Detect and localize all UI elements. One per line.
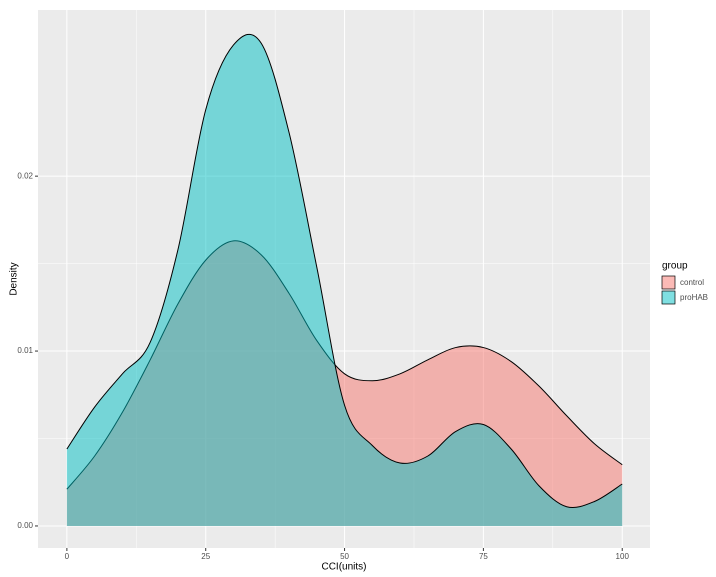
y-tick-label: 0.01 (17, 346, 33, 355)
y-tick-label: 0.00 (17, 521, 33, 530)
x-tick-label: 75 (479, 552, 488, 561)
density-line (66, 33, 623, 509)
x-tick-label: 50 (340, 552, 349, 561)
x-tick-label: 0 (65, 552, 70, 561)
y-axis-title: Density (9, 262, 20, 295)
x-tick-label: 25 (201, 552, 210, 561)
y-tick-label: 0.02 (17, 171, 33, 180)
x-tick-label: 100 (616, 552, 630, 561)
legend-key (661, 275, 676, 290)
legend-label: control (680, 278, 704, 287)
density-area (66, 34, 623, 526)
legend-label: proHAB (680, 293, 708, 302)
legend-title: group (662, 261, 688, 272)
x-axis-title: CCI(units) (321, 562, 366, 573)
legend-key (661, 290, 676, 305)
